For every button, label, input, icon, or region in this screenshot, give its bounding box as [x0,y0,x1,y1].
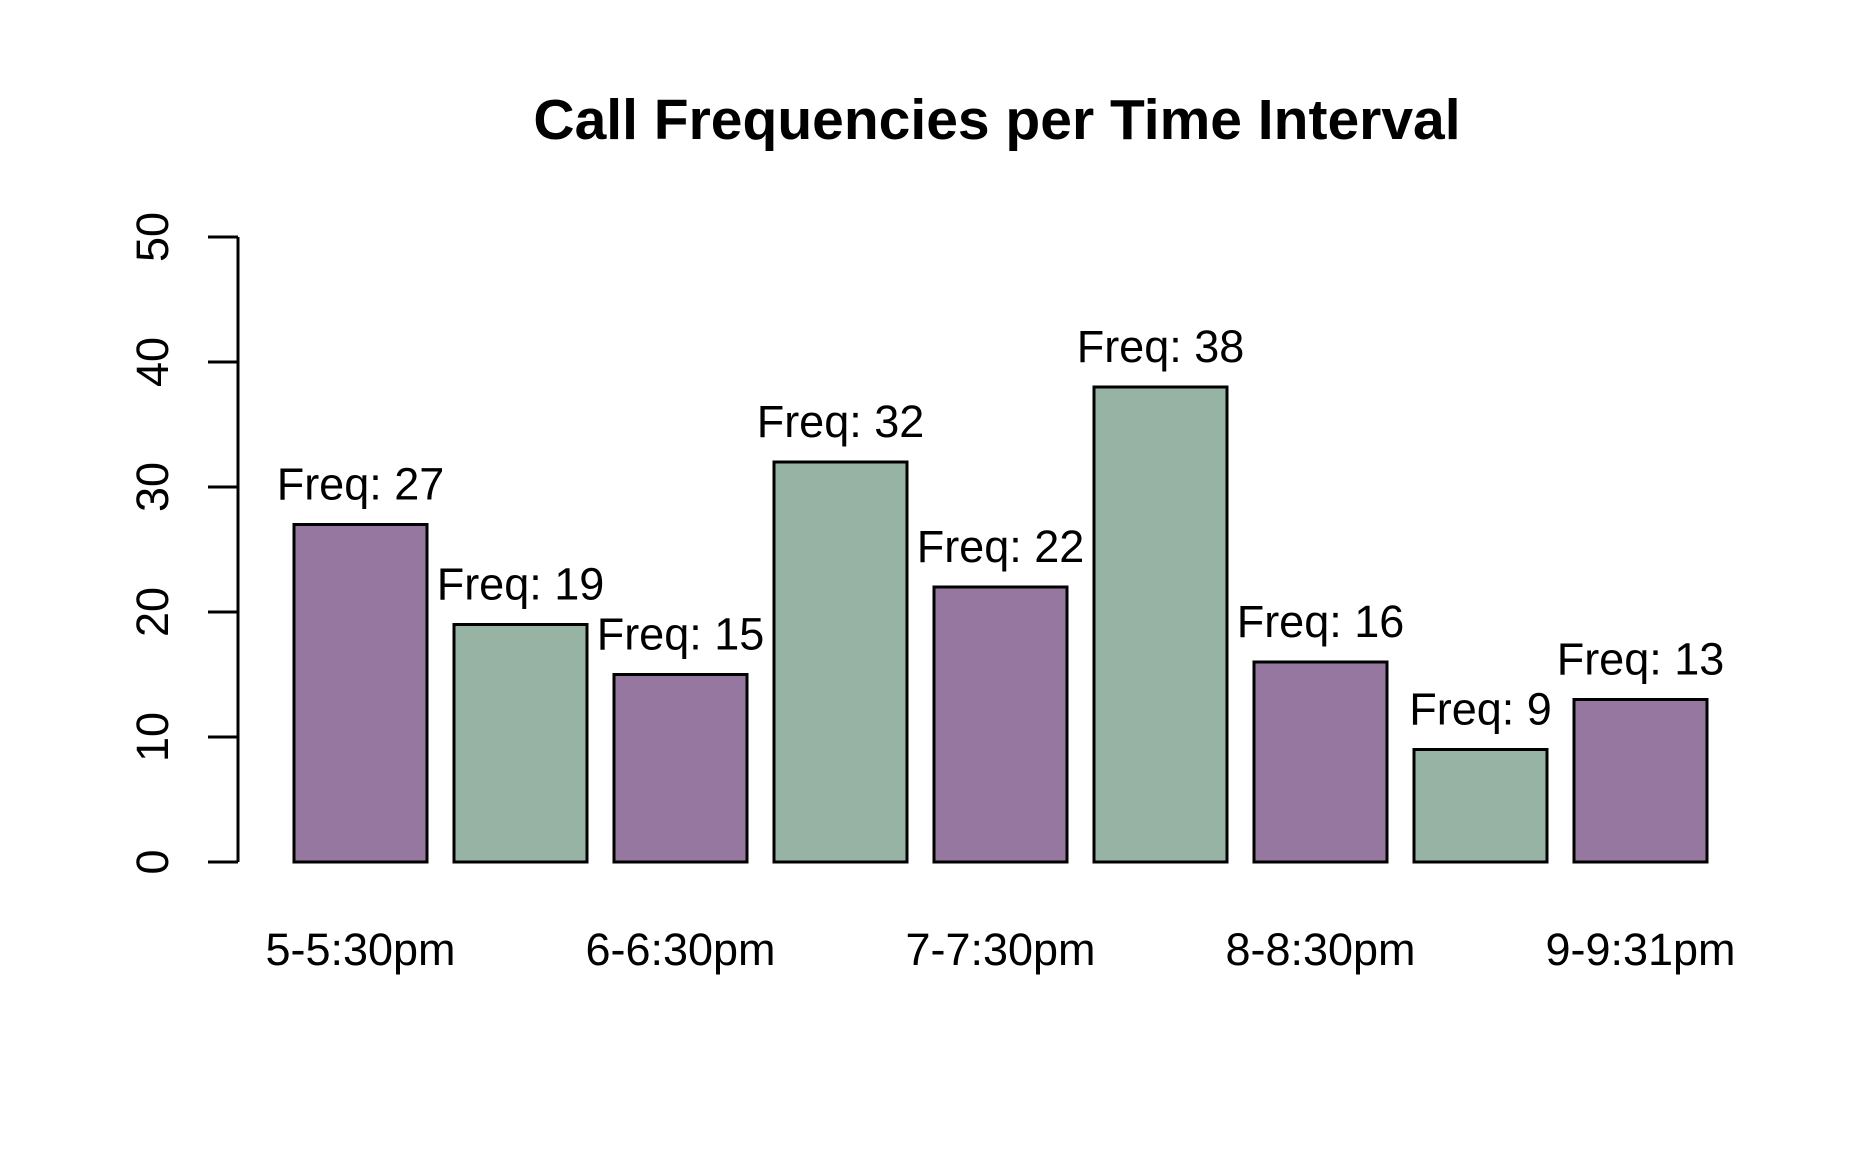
data-label: Freq: 22 [917,521,1085,572]
y-tick-label: 50 [127,212,178,262]
y-axis: 0 10 20 30 40 50 [127,212,240,875]
bars [292,385,1709,864]
bar [612,673,749,864]
bar [1252,660,1389,864]
data-label: Freq: 16 [1237,596,1405,647]
y-tick-label: 40 [127,337,178,387]
bar [292,523,429,864]
y-tick-label: 30 [127,462,178,512]
bar [1092,385,1229,864]
bar [452,623,589,864]
x-tick-label: 5-5:30pm [265,924,455,975]
data-label: Freq: 32 [757,396,925,447]
y-tick-label: 10 [127,712,178,762]
bar [1412,748,1549,864]
bar [932,585,1069,864]
y-tick-label: 0 [127,849,178,874]
data-label: Freq: 15 [597,609,765,660]
x-tick-label: 9-9:31pm [1545,924,1735,975]
data-label: Freq: 38 [1077,321,1245,372]
x-tick-label: 6-6:30pm [585,924,775,975]
y-tick-label: 20 [127,587,178,637]
bar [772,460,909,864]
data-label: Freq: 27 [277,459,445,510]
data-label: Freq: 9 [1409,684,1552,735]
x-tick-label: 8-8:30pm [1225,924,1415,975]
x-tick-label: 7-7:30pm [905,924,1095,975]
data-label: Freq: 13 [1557,634,1725,685]
data-label: Freq: 19 [437,559,605,610]
bar [1572,698,1709,864]
x-axis-labels: 5-5:30pm 6-6:30pm 7-7:30pm 8-8:30pm 9-9:31pm [265,924,1735,975]
chart-title: Call Frequencies per Time Interval [533,88,1460,152]
